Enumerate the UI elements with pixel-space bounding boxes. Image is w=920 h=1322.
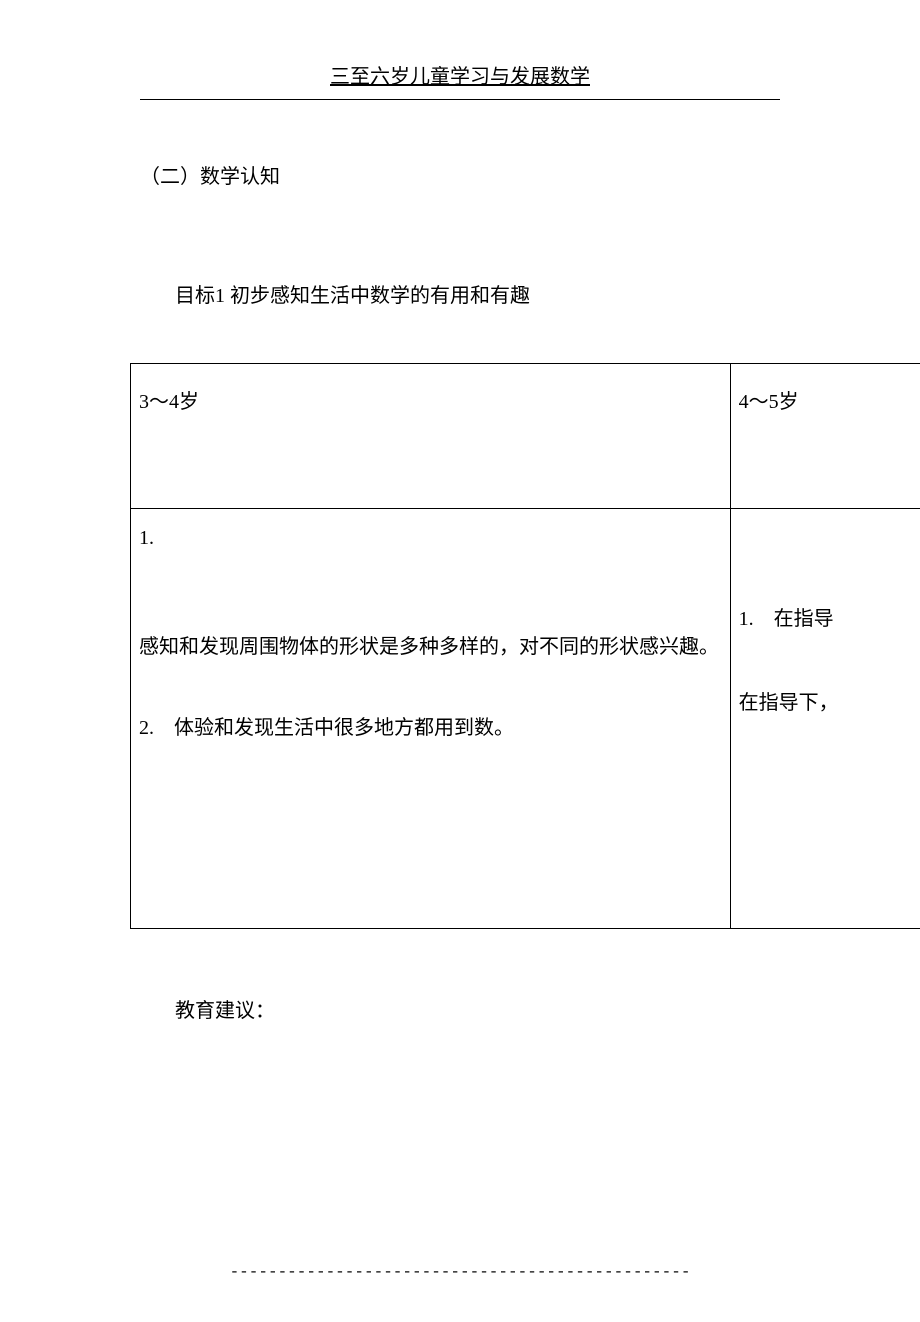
cell-content: 1. 感知和发现周围物体的形状是多种多样的，对不同的形状感兴趣。 2. 体验和发…	[131, 509, 730, 810]
suggestion-heading: 教育建议：	[175, 994, 920, 1023]
header-rule-wrap	[0, 99, 920, 100]
page-header: 三至六岁儿童学习与发展数学	[0, 60, 920, 91]
body-text: 感知和发现周围物体的形状是多种多样的，对不同的形状感兴趣。	[139, 630, 722, 659]
table-body-cell: 1. 在指导 在指导下，	[730, 509, 920, 929]
section-heading: （二）数学认知	[140, 160, 920, 189]
table-body-row: 1. 感知和发现周围物体的形状是多种多样的，对不同的形状感兴趣。 2. 体验和发…	[131, 509, 920, 929]
table-body-cell: 1. 感知和发现周围物体的形状是多种多样的，对不同的形状感兴趣。 2. 体验和发…	[131, 509, 731, 929]
list-item: 1.	[139, 527, 722, 550]
goal-heading: 目标1 初步感知生活中数学的有用和有趣	[175, 279, 920, 308]
document-page: 三至六岁儿童学习与发展数学 （二）数学认知 目标1 初步感知生活中数学的有用和有…	[0, 0, 920, 1321]
age-range-4-5: 4～5岁	[731, 364, 920, 440]
header-rule	[140, 99, 780, 100]
age-range-3-4: 3～4岁	[131, 364, 730, 440]
page-title: 三至六岁儿童学习与发展数学	[330, 60, 590, 91]
list-item: 1. 在指导	[739, 602, 912, 631]
list-item: 2. 体验和发现生活中很多地方都用到数。	[139, 711, 722, 740]
table-header-cell: 4～5岁	[730, 364, 920, 509]
body-text: 在指导下，	[739, 686, 912, 715]
table-header-row: 3～4岁 4～5岁	[131, 364, 920, 509]
cell-content: 1. 在指导 在指导下，	[731, 509, 920, 788]
goal-table: 3～4岁 4～5岁 1. 感知和发现周围物体的形状是多种多样的，对不同的形状感兴…	[130, 363, 920, 929]
table-header-cell: 3～4岁	[131, 364, 731, 509]
footer-separator: ----------------------------------------…	[0, 1263, 920, 1281]
